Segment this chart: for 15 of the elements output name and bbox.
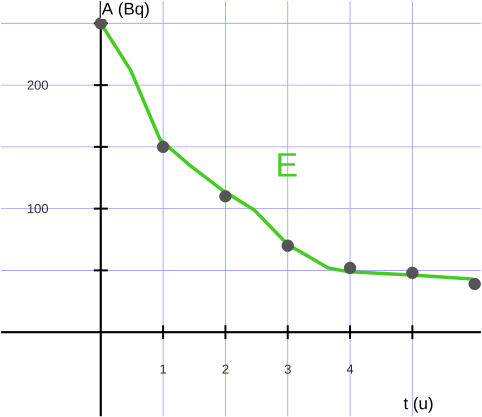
point [406, 266, 419, 279]
point [344, 262, 356, 274]
point [282, 239, 294, 252]
x-tick-label: 2 [222, 364, 228, 374]
x-tick-label: 3 [284, 364, 291, 374]
point [156, 140, 170, 153]
y-tick-label: 100 [28, 204, 48, 214]
y-axis-title: A (Bq) [102, 2, 149, 18]
series-label: E [278, 153, 297, 176]
x-tick-label: 4 [346, 364, 354, 374]
point [94, 17, 107, 30]
x-axis-title: t (u) [404, 396, 433, 413]
y-tick-label: 200 [28, 80, 48, 90]
x-tick-label: 1 [160, 364, 166, 374]
point [219, 190, 232, 202]
